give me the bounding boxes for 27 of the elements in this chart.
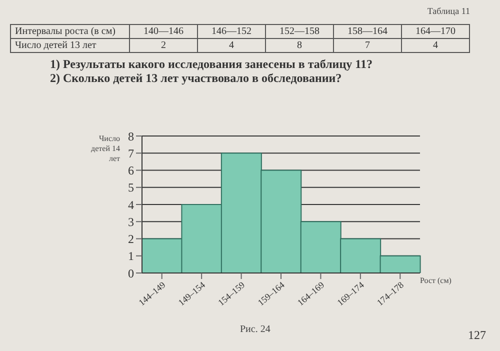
data-label: 8 [266,38,334,52]
text: 127 [468,328,486,343]
x-tick-label: 152—158 [266,24,334,38]
data-label: 4 [402,38,470,52]
data-label: 4 [198,38,266,52]
y-tick-label: 8 [128,129,134,144]
x-axis-title: Рост (см) [420,276,452,285]
annotation: 2) Сколько детей 13 лет участвовало в обследовании? [50,71,343,85]
y-tick-label: 7 [128,146,134,160]
y-tick-label: Число детей 13 лет [10,38,130,52]
x-axis-title: Интервалы роста (в см) [10,24,130,38]
x-tick-label: 146—152 [198,24,266,38]
y-tick-label: 2 [128,232,134,246]
y-axis-title: Число детей 14 лет [90,134,120,164]
y-tick-label: 4 [128,198,134,212]
y-tick-label: 6 [128,164,134,178]
data-label: 7 [334,38,402,52]
y-tick-label: 5 [128,180,134,195]
y-tick-label: 0 [128,266,134,280]
x-tick-label: 140—146 [130,24,198,38]
x-tick-label: 164—170 [402,24,470,38]
annotation: 1) Результаты какого исследования занесены в таблицу 11? [50,57,374,71]
text: Рис. 24 [240,324,270,335]
y-tick-label: 1 [128,249,134,264]
chart-title: Таблица 11 [426,6,470,16]
x-tick-label: 158—164 [334,24,402,38]
y-tick-label: 3 [128,214,134,229]
